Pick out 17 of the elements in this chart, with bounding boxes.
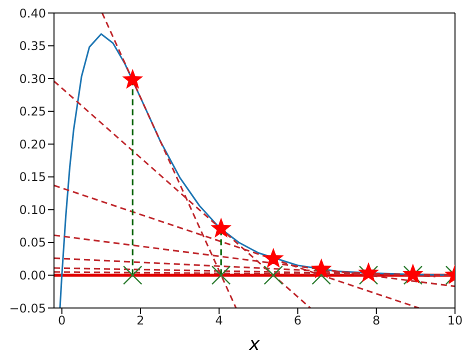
x-tick-label: 8 <box>372 314 380 328</box>
y-tick-label: 0.20 <box>19 137 46 152</box>
y-tick-label: 0.10 <box>19 202 46 217</box>
x-tick-label: 6 <box>294 314 302 328</box>
x-tick-label: 4 <box>215 314 223 328</box>
y-tick-label: 0.25 <box>19 104 46 119</box>
y-tick-label: 0.35 <box>19 39 46 54</box>
y-tick-label: 0.40 <box>19 6 46 20</box>
x-tick-label: 2 <box>136 314 144 328</box>
y-tick-label: 0.15 <box>19 170 46 184</box>
y-tick-label: 0.05 <box>19 236 46 250</box>
y-tick-label: 0.30 <box>19 72 46 86</box>
x-tick-label: 10 <box>447 314 463 328</box>
x-axis-title: x <box>248 334 260 355</box>
x-tick-label: 0 <box>58 314 66 328</box>
y-tick-label: −0.05 <box>9 301 46 316</box>
y-tick-label: 0.00 <box>19 268 46 282</box>
